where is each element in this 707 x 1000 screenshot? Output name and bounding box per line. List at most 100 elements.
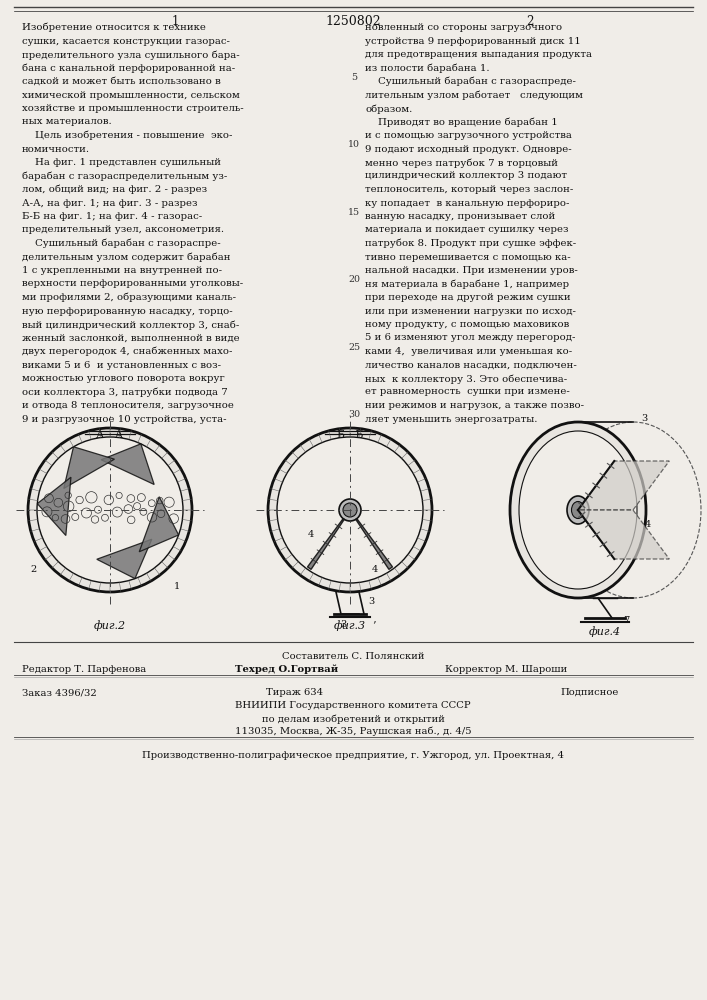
- Ellipse shape: [567, 496, 589, 524]
- Text: женный заслонкой, выполненной в виде: женный заслонкой, выполненной в виде: [22, 334, 240, 342]
- Text: 25: 25: [348, 343, 360, 352]
- Polygon shape: [139, 497, 179, 552]
- Text: барабан с газораспределительным уз-: барабан с газораспределительным уз-: [22, 172, 227, 181]
- Text: и отвода 8 теплоносителя, загрузочное: и отвода 8 теплоносителя, загрузочное: [22, 401, 234, 410]
- Polygon shape: [37, 477, 71, 536]
- Text: верхности перфорированными уголковы-: верхности перфорированными уголковы-: [22, 279, 243, 288]
- Text: ками 4,  увеличивая или уменьшая ко-: ками 4, увеличивая или уменьшая ко-: [365, 347, 572, 356]
- Text: ми профилями 2, образующими каналь-: ми профилями 2, образующими каналь-: [22, 293, 236, 302]
- Text: ’: ’: [372, 620, 375, 630]
- Polygon shape: [578, 510, 670, 559]
- Text: ную перфорированную насадку, торцо-: ную перфорированную насадку, торцо-: [22, 306, 233, 316]
- Text: и с помощью загрузочного устройства: и с помощью загрузочного устройства: [365, 131, 572, 140]
- Text: 4: 4: [308, 530, 314, 539]
- Text: Изобретение относится к технике: Изобретение относится к технике: [22, 23, 206, 32]
- Text: Тираж 634: Тираж 634: [267, 688, 324, 697]
- Text: теплоноситель, который через заслон-: теплоноситель, который через заслон-: [365, 185, 573, 194]
- Text: Подписное: Подписное: [560, 688, 619, 697]
- Text: ет равномерность  сушки при измене-: ет равномерность сушки при измене-: [365, 387, 570, 396]
- Text: лительным узлом работает   следующим: лительным узлом работает следующим: [365, 91, 583, 100]
- Text: 5: 5: [351, 73, 357, 82]
- Text: новленный со стороны загрузочного: новленный со стороны загрузочного: [365, 23, 562, 32]
- Text: хозяйстве и промышленности строитель-: хозяйстве и промышленности строитель-: [22, 104, 244, 113]
- Text: пределительный узел, аксонометрия.: пределительный узел, аксонометрия.: [22, 226, 224, 234]
- Polygon shape: [578, 461, 670, 510]
- Text: виками 5 и 6  и установленных с воз-: виками 5 и 6 и установленных с воз-: [22, 360, 221, 369]
- Text: На фиг. 1 представлен сушильный: На фиг. 1 представлен сушильный: [22, 158, 221, 167]
- Text: ку попадает  в канальную перфориро-: ку попадает в канальную перфориро-: [365, 198, 569, 208]
- Text: 3: 3: [368, 597, 374, 606]
- Polygon shape: [97, 539, 152, 579]
- Text: ВНИИПИ Государственного комитета СССР: ВНИИПИ Государственного комитета СССР: [235, 701, 471, 710]
- Text: 10: 10: [348, 140, 360, 149]
- Text: 4: 4: [645, 520, 651, 529]
- Text: нальной насадки. При изменении уров-: нальной насадки. При изменении уров-: [365, 266, 578, 275]
- Text: ных материалов.: ных материалов.: [22, 117, 112, 126]
- Text: патрубок 8. Продукт при сушке эффек-: патрубок 8. Продукт при сушке эффек-: [365, 239, 576, 248]
- Text: 1 с укрепленными на внутренней по-: 1 с укрепленными на внутренней по-: [22, 266, 222, 275]
- Text: 15: 15: [348, 208, 360, 217]
- Text: Составитель С. Полянский: Составитель С. Полянский: [282, 652, 424, 661]
- Text: 1250802: 1250802: [325, 15, 381, 28]
- Polygon shape: [101, 444, 154, 485]
- Text: Редактор Т. Парфенова: Редактор Т. Парфенова: [22, 665, 146, 674]
- Text: Сушильный барабан с газораспре-: Сушильный барабан с газораспре-: [22, 239, 221, 248]
- Text: 20: 20: [348, 275, 360, 284]
- Text: ных  к коллектору 3. Это обеспечива-: ных к коллектору 3. Это обеспечива-: [365, 374, 567, 383]
- Text: пределительного узла сушильного бара-: пределительного узла сушильного бара-: [22, 50, 240, 60]
- Text: ванную насадку, пронизывает слой: ванную насадку, пронизывает слой: [365, 212, 555, 221]
- Text: делительным узлом содержит барабан: делительным узлом содержит барабан: [22, 252, 230, 262]
- Text: фиг.3: фиг.3: [334, 620, 366, 631]
- Text: 3: 3: [340, 620, 346, 629]
- Text: 2: 2: [30, 565, 36, 574]
- Text: химической промышленности, сельском: химической промышленности, сельском: [22, 91, 240, 100]
- Text: лом, общий вид; на фиг. 2 - разрез: лом, общий вид; на фиг. 2 - разрез: [22, 185, 207, 194]
- Text: для предотвращения выпадания продукта: для предотвращения выпадания продукта: [365, 50, 592, 59]
- Text: ному продукту, с помощью маховиков: ному продукту, с помощью маховиков: [365, 320, 569, 329]
- Text: 30: 30: [348, 410, 360, 419]
- Text: А-А, на фиг. 1; на фиг. 3 - разрез: А-А, на фиг. 1; на фиг. 3 - разрез: [22, 198, 197, 208]
- Text: номичности.: номичности.: [22, 144, 90, 153]
- Circle shape: [28, 428, 192, 592]
- Text: Приводят во вращение барабан 1: Приводят во вращение барабан 1: [365, 117, 558, 127]
- Text: 9 и разгрузочное 10 устройства, уста-: 9 и разгрузочное 10 устройства, уста-: [22, 414, 226, 424]
- Text: сушки, касается конструкции газорас-: сушки, касается конструкции газорас-: [22, 36, 230, 45]
- Text: 2: 2: [526, 15, 534, 28]
- Text: садкой и может быть использовано в: садкой и может быть использовано в: [22, 77, 221, 86]
- Text: 5 и 6 изменяют угол между перегород-: 5 и 6 изменяют угол между перегород-: [365, 334, 575, 342]
- Text: материала и покидает сушилку через: материала и покидает сушилку через: [365, 226, 568, 234]
- Circle shape: [339, 499, 361, 521]
- Text: Сушильный барабан с газораспреде-: Сушильный барабан с газораспреде-: [365, 77, 576, 87]
- Text: или при изменении нагрузки по исход-: или при изменении нагрузки по исход-: [365, 306, 576, 316]
- Ellipse shape: [510, 422, 646, 598]
- Text: менно через патрубок 7 в торцовый: менно через патрубок 7 в торцовый: [365, 158, 558, 167]
- Text: ня материала в барабане 1, например: ня материала в барабане 1, например: [365, 279, 569, 289]
- Text: 4: 4: [372, 565, 378, 574]
- Text: Корректор М. Шароши: Корректор М. Шароши: [445, 665, 567, 674]
- Text: 9 подают исходный продукт. Одновре-: 9 подают исходный продукт. Одновре-: [365, 144, 572, 153]
- Text: образом.: образом.: [365, 104, 412, 113]
- Text: 7: 7: [623, 616, 629, 625]
- Text: Заказ 4396/32: Заказ 4396/32: [22, 688, 97, 697]
- Polygon shape: [64, 447, 115, 488]
- Text: 3: 3: [641, 414, 647, 423]
- Text: двух перегородок 4, снабженных махо-: двух перегородок 4, снабженных махо-: [22, 347, 233, 357]
- Text: бана с канальной перфорированной на-: бана с канальной перфорированной на-: [22, 64, 235, 73]
- Text: можностью углового поворота вокруг: можностью углового поворота вокруг: [22, 374, 225, 383]
- Text: нии режимов и нагрузок, а также позво-: нии режимов и нагрузок, а также позво-: [365, 401, 584, 410]
- Polygon shape: [308, 519, 344, 569]
- Ellipse shape: [571, 502, 585, 518]
- Text: А - А: А - А: [96, 430, 124, 440]
- Polygon shape: [356, 519, 392, 569]
- Text: фиг.2: фиг.2: [94, 620, 126, 631]
- Text: оси коллектора 3, патрубки подвода 7: оси коллектора 3, патрубки подвода 7: [22, 387, 228, 397]
- Text: по делам изобретений и открытий: по делам изобретений и открытий: [262, 714, 445, 724]
- Text: Техред О.Гортвай: Техред О.Гортвай: [235, 665, 338, 674]
- Text: Б-Б на фиг. 1; на фиг. 4 - газорас-: Б-Б на фиг. 1; на фиг. 4 - газорас-: [22, 212, 202, 221]
- Circle shape: [268, 428, 432, 592]
- Text: цилиндрический коллектор 3 подают: цилиндрический коллектор 3 подают: [365, 172, 567, 180]
- Text: 1: 1: [174, 582, 180, 591]
- Text: личество каналов насадки, подключен-: личество каналов насадки, подключен-: [365, 360, 577, 369]
- Text: Производственно-полиграфическое предприятие, г. Ужгород, ул. Проектная, 4: Производственно-полиграфическое предприя…: [142, 751, 564, 760]
- Text: из полости барабана 1.: из полости барабана 1.: [365, 64, 490, 73]
